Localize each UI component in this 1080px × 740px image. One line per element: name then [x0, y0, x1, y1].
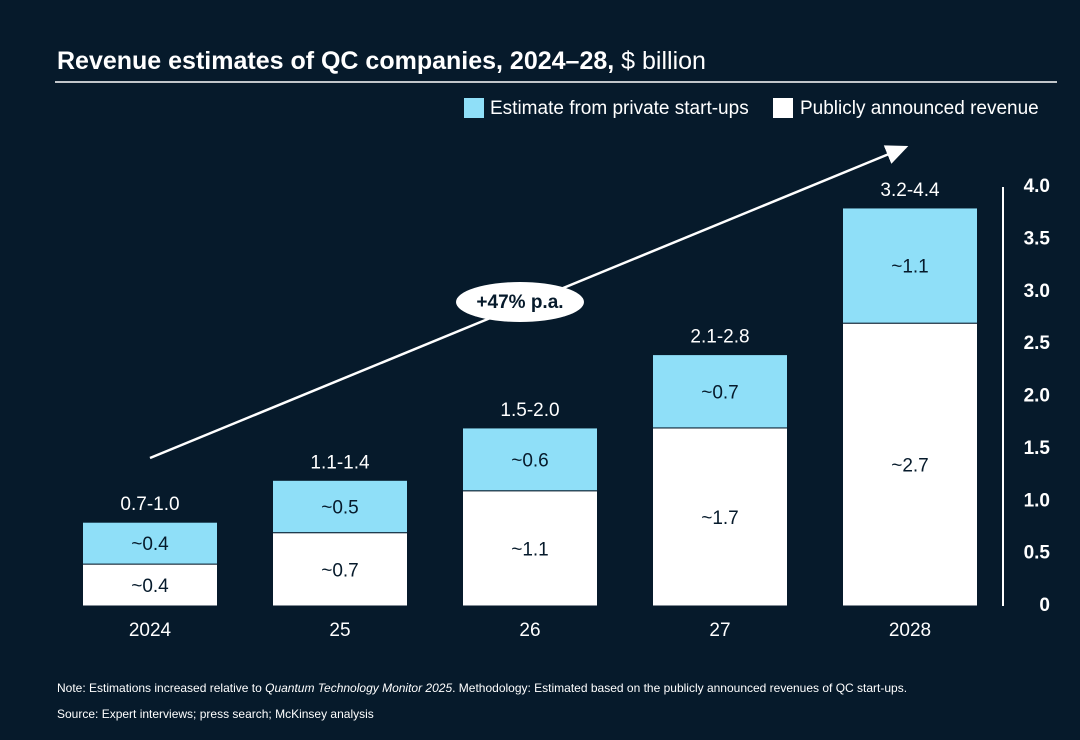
- value-label: ~1.1: [891, 257, 929, 278]
- x-tick-label: 2028: [889, 620, 931, 641]
- x-tick-label: 27: [709, 620, 730, 641]
- chart-title: Revenue estimates of QC companies, 2024–…: [57, 47, 614, 75]
- note-italic: Quantum Technology Monitor 2025: [265, 681, 452, 695]
- growth-bubble: [456, 282, 584, 322]
- bar-segment: [82, 521, 218, 565]
- bar-segment: [842, 322, 978, 607]
- bar-segment: [842, 207, 978, 324]
- bar-segment: [652, 354, 788, 429]
- x-tick-label: 2024: [129, 620, 172, 641]
- total-label: 2.1-2.8: [690, 327, 749, 348]
- total-label: 1.1-1.4: [310, 452, 370, 473]
- y-tick-label: 1.5: [1024, 438, 1051, 459]
- value-label: ~0.7: [321, 560, 359, 581]
- bar-segment: [272, 532, 408, 607]
- y-tick-label: 0: [1039, 595, 1050, 616]
- y-tick-label: 3.0: [1024, 281, 1050, 302]
- y-tick-label: 0.5: [1024, 543, 1051, 564]
- bar-segment: [462, 427, 598, 492]
- value-label: ~0.7: [701, 382, 739, 403]
- y-tick-label: 1.0: [1024, 490, 1050, 511]
- bar-segment: [652, 427, 788, 607]
- value-label: ~0.5: [321, 498, 359, 519]
- value-label: ~0.6: [511, 450, 549, 471]
- y-tick-label: 4.0: [1024, 176, 1050, 197]
- source: Source: Expert interviews; press search;…: [57, 707, 374, 721]
- y-tick-label: 3.5: [1024, 228, 1051, 249]
- value-label: ~0.4: [131, 534, 169, 555]
- bar-segment: [272, 479, 408, 534]
- legend-label: Publicly announced revenue: [800, 98, 1039, 119]
- legend-swatch: [464, 98, 484, 118]
- growth-label: +47% p.a.: [476, 292, 563, 313]
- chart-title-block: Revenue estimates of QC companies, 2024–…: [57, 47, 706, 75]
- value-label: ~2.7: [891, 456, 929, 477]
- total-label: 1.5-2.0: [500, 400, 559, 421]
- bar-segment: [82, 563, 218, 607]
- legend-swatch: [773, 98, 793, 118]
- value-label: ~1.7: [701, 508, 739, 529]
- y-tick-label: 2.0: [1024, 386, 1050, 407]
- y-tick-label: 2.5: [1024, 333, 1051, 354]
- x-tick-label: 26: [519, 620, 540, 641]
- note-text: . Methodology: Estimated based on the pu…: [452, 681, 907, 695]
- legend-label: Estimate from private start-ups: [490, 98, 749, 119]
- value-label: ~1.1: [511, 539, 549, 560]
- chart-subtitle: $ billion: [621, 47, 706, 75]
- total-label: 3.2-4.4: [880, 180, 940, 201]
- total-label: 0.7-1.0: [120, 494, 179, 515]
- note-text: Note: Estimations increased relative to: [57, 681, 265, 695]
- note: Note: Estimations increased relative to …: [57, 681, 907, 695]
- x-tick-label: 25: [329, 620, 350, 641]
- value-label: ~0.4: [131, 576, 169, 597]
